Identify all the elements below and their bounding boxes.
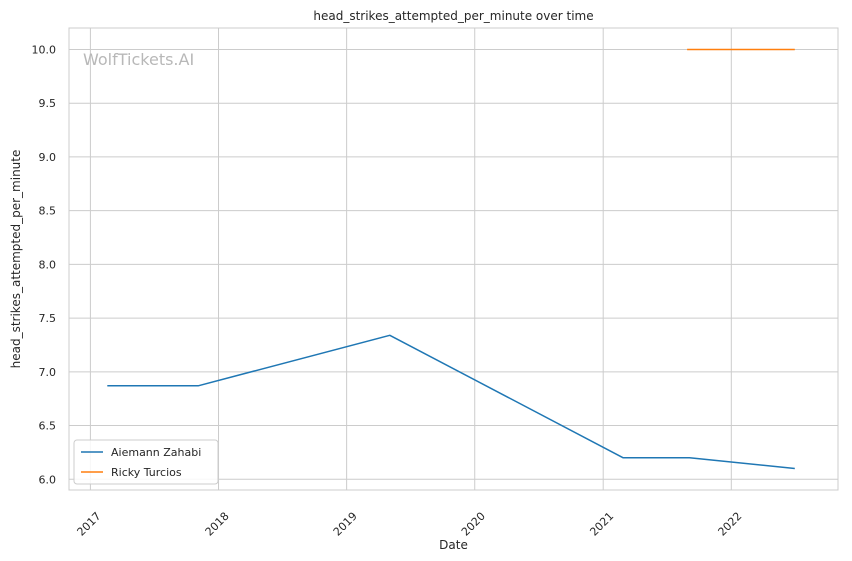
x-axis-ticks: 2017 2018 2019 2020 2021 2022 [75, 510, 745, 539]
y-tick-label: 6.5 [39, 420, 57, 433]
y-tick-label: 8.0 [39, 258, 57, 271]
legend-label: Aiemann Zahabi [111, 446, 201, 459]
y-tick-label: 7.0 [39, 366, 57, 379]
y-tick-label: 10.0 [32, 43, 57, 56]
series-lines [107, 48, 795, 470]
x-tick-label: 2017 [75, 510, 104, 539]
y-axis-title: head_strikes_attempted_per_minute [9, 150, 23, 369]
chart-title: head_strikes_attempted_per_minute over t… [313, 9, 593, 23]
legend: Aiemann Zahabi Ricky Turcios [73, 439, 219, 485]
x-tick-label: 2020 [459, 510, 488, 539]
x-tick-label: 2019 [331, 510, 360, 539]
y-tick-label: 9.5 [39, 97, 57, 110]
y-axis-ticks: 6.0 6.5 7.0 7.5 8.0 8.5 9.0 9.5 10.0 [32, 43, 57, 486]
x-tick-label: 2018 [203, 510, 232, 539]
y-tick-label: 6.0 [39, 473, 57, 486]
grid [69, 28, 838, 490]
y-tick-label: 9.0 [39, 151, 57, 164]
plot-area [68, 27, 839, 491]
x-tick-label: 2022 [716, 510, 745, 539]
watermark: WolfTickets.AI [83, 50, 194, 69]
series-line-1 [107, 334, 795, 470]
legend-label: Ricky Turcios [111, 466, 182, 479]
y-tick-label: 8.5 [39, 205, 57, 218]
x-axis-title: Date [439, 538, 468, 552]
y-tick-label: 7.5 [39, 312, 57, 325]
x-tick-label: 2021 [587, 510, 616, 539]
legend-box [73, 439, 219, 485]
